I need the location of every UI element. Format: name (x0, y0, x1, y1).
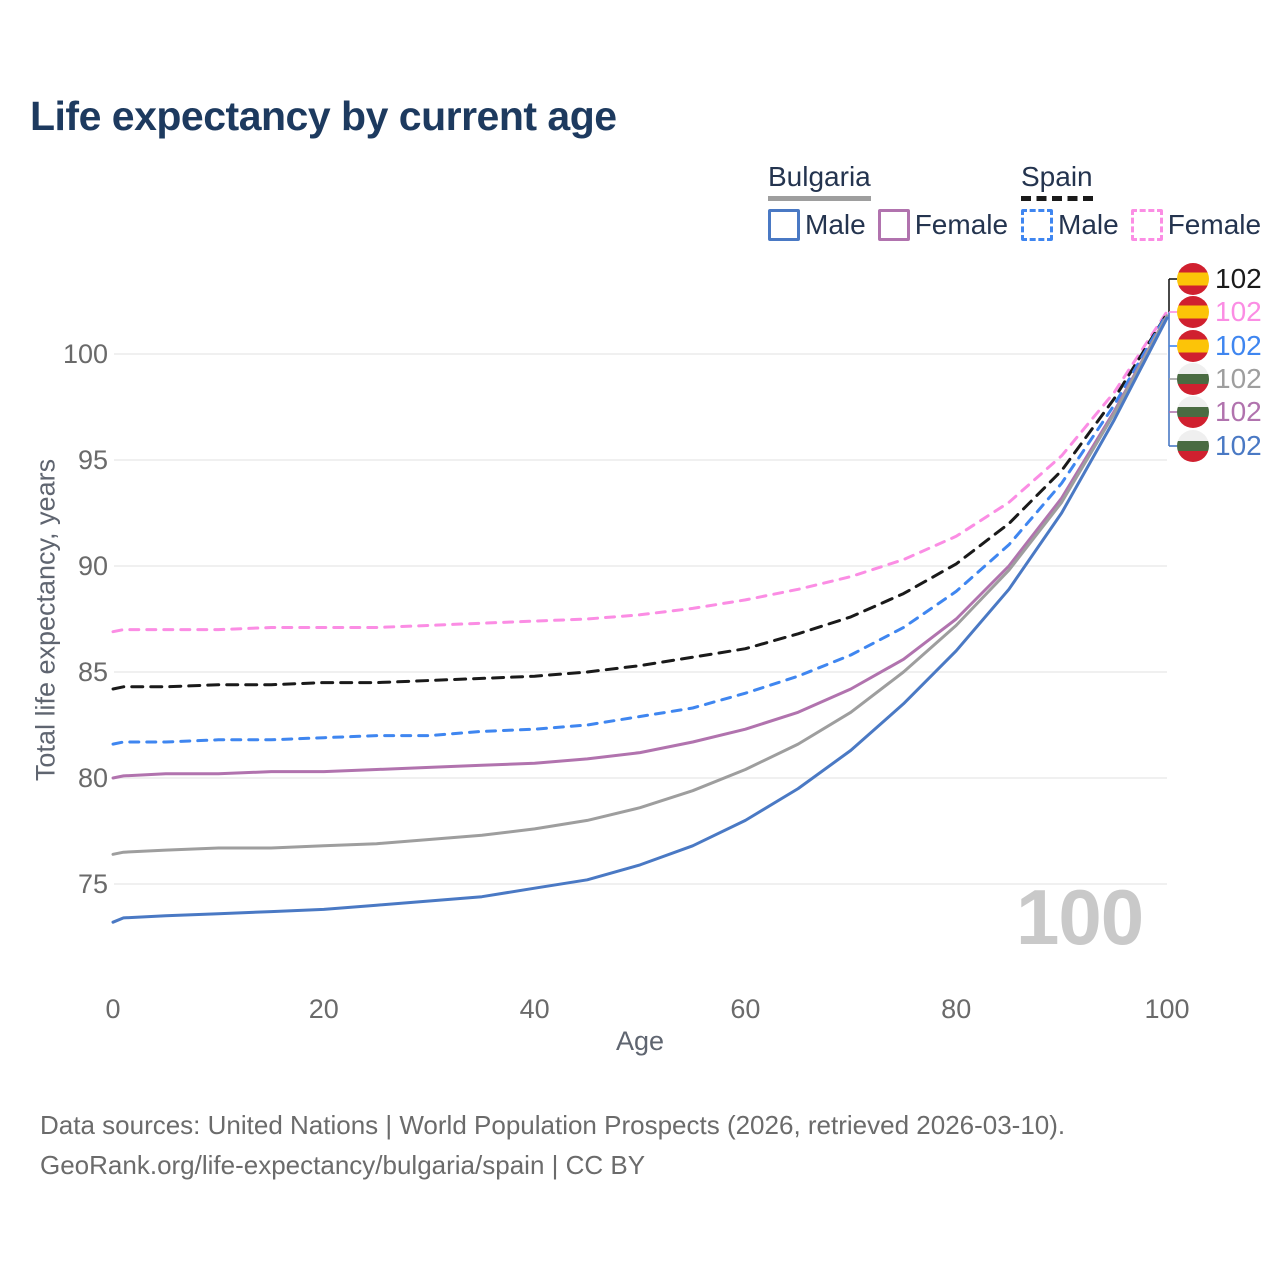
legend-group-title-bulgaria[interactable]: Bulgaria (768, 161, 871, 201)
y-tick-label: 100 (63, 339, 108, 369)
legend-item-bulgaria-female[interactable]: Female (877, 209, 1009, 241)
series-line-spain-female[interactable] (111, 310, 1169, 634)
x-tick-label: 0 (105, 994, 120, 1024)
line-style-swatch-icon (1021, 209, 1053, 241)
legend-item-spain-male[interactable]: Male (1021, 209, 1119, 241)
legend-group-title-spain[interactable]: Spain (1021, 161, 1093, 201)
bulgaria-flag-icon (1177, 430, 1209, 462)
spain-flag-icon (1177, 296, 1209, 328)
end-value: 102 (1215, 263, 1262, 294)
series-line-bulgaria-male[interactable] (111, 316, 1169, 924)
attribution-text: GeoRank.org/life-expectancy/bulgaria/spa… (40, 1150, 646, 1180)
age-watermark: 100 (1016, 873, 1144, 961)
x-tick-label: 20 (309, 994, 339, 1024)
bulgaria-flag-icon (1177, 363, 1209, 395)
y-tick-label: 75 (78, 869, 108, 899)
series-line-spain-male[interactable] (111, 312, 1169, 746)
legend-group-spain: Spain Male Female (1021, 161, 1261, 241)
legend-item-label: Male (805, 209, 866, 240)
x-tick-label: 100 (1144, 994, 1189, 1024)
bulgaria-flag-icon (1177, 396, 1209, 428)
series-end-label-spain[interactable]: 102 (1177, 263, 1262, 295)
series-line-bulgaria[interactable] (111, 314, 1169, 856)
end-value: 102 (1215, 430, 1262, 461)
x-tick-label: 80 (941, 994, 971, 1024)
line-style-swatch-icon (768, 209, 800, 241)
legend-item-label: Male (1058, 209, 1119, 240)
data-sources-text: Data sources: United Nations | World Pop… (40, 1110, 1066, 1140)
series-end-label-bulgaria-female[interactable]: 102 (1177, 396, 1262, 428)
legend-group-bulgaria: Bulgaria Male Female (768, 161, 1008, 241)
line-style-swatch-icon (1130, 209, 1163, 241)
legend-item-spain-female[interactable]: Female (1130, 209, 1262, 241)
spain-flag-icon (1177, 330, 1209, 362)
x-axis-title: Age (615, 1026, 665, 1056)
end-value: 102 (1215, 363, 1262, 394)
end-value: 102 (1215, 296, 1262, 327)
series-end-label-bulgaria-male[interactable]: 102 (1177, 430, 1262, 462)
y-axis-title: Total life expectancy, years (30, 458, 61, 782)
legend-item-label: Female (1167, 209, 1262, 240)
legend-item-label: Female (914, 209, 1009, 240)
spain-flag-icon (1177, 263, 1209, 295)
series-line-bulgaria-female[interactable] (111, 314, 1169, 780)
page-title: Life expectancy by current age (30, 93, 617, 139)
series-end-label-bulgaria[interactable]: 102 (1177, 363, 1262, 395)
end-value: 102 (1215, 396, 1262, 427)
line-style-swatch-icon (877, 209, 910, 241)
series-end-label-spain-male[interactable]: 102 (1177, 330, 1262, 362)
y-tick-label: 85 (78, 657, 108, 687)
series-line-spain[interactable] (111, 312, 1169, 691)
x-tick-label: 60 (730, 994, 760, 1024)
end-value: 102 (1215, 330, 1262, 361)
y-tick-label: 80 (78, 763, 108, 793)
x-tick-label: 40 (520, 994, 550, 1024)
legend-item-bulgaria-male[interactable]: Male (768, 209, 866, 241)
y-tick-label: 90 (78, 551, 108, 581)
series-end-label-spain-female[interactable]: 102 (1177, 296, 1262, 328)
y-tick-label: 95 (78, 445, 108, 475)
